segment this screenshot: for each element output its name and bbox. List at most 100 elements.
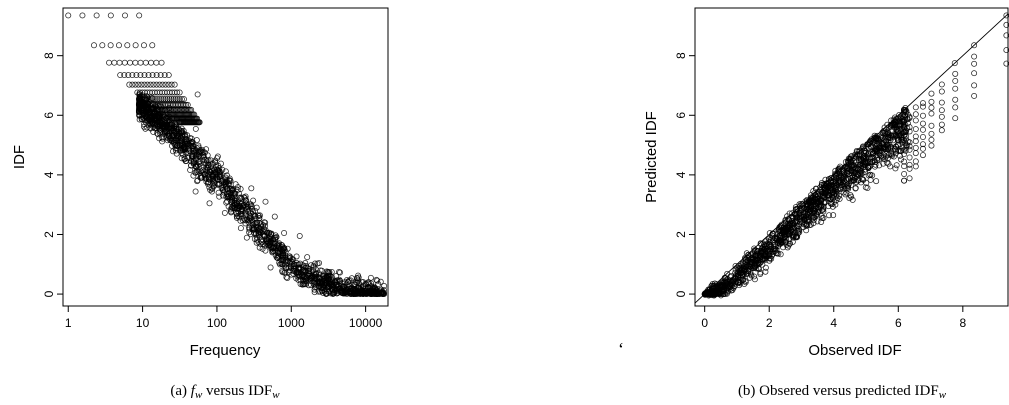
scatter-point — [296, 232, 303, 239]
scatter-point — [229, 187, 236, 194]
scatter-point — [739, 272, 746, 279]
scatter-point — [782, 216, 789, 223]
scatter-point — [919, 141, 926, 148]
scatter-point — [207, 169, 214, 176]
scatter-point — [792, 212, 799, 219]
scatter-point — [892, 132, 899, 139]
scatter-point — [91, 42, 97, 49]
scatter-point — [132, 81, 139, 88]
scatter-point — [794, 205, 801, 212]
scatter-point — [863, 179, 870, 186]
scatter-point — [263, 236, 270, 243]
scatter-point — [297, 270, 304, 277]
scatter-point — [912, 163, 919, 170]
scatter-point — [766, 252, 773, 259]
scatter-point — [894, 141, 901, 148]
scatter-point — [872, 134, 879, 141]
scatter-point — [282, 264, 289, 271]
scatter-point — [938, 99, 945, 106]
scatter-point — [280, 246, 287, 253]
scatter-point — [822, 176, 829, 183]
chart-b-x-axis: 0 2 4 6 8 — [701, 306, 966, 330]
scatter-point — [256, 228, 263, 235]
scatter-point — [184, 132, 191, 139]
scatter-point — [121, 72, 128, 79]
scatter-point — [187, 142, 194, 149]
scatter-point — [262, 198, 269, 205]
scatter-point — [938, 127, 945, 134]
scatter-point — [890, 121, 897, 128]
scatter-point — [773, 236, 780, 243]
chart-a-caption-idf-sub: w — [272, 389, 280, 401]
scatter-point — [99, 42, 106, 49]
scatter-point — [162, 116, 169, 123]
y-tick-label: 6 — [674, 112, 688, 119]
scatter-point — [189, 145, 196, 152]
scatter-point — [355, 272, 362, 279]
scatter-point — [730, 281, 737, 287]
scatter-point — [860, 158, 867, 165]
scatter-point — [168, 124, 175, 131]
scatter-point — [149, 72, 156, 79]
scatter-point — [320, 289, 327, 296]
scatter-point — [808, 194, 815, 201]
scatter-point — [214, 153, 221, 160]
scatter-point — [205, 178, 212, 185]
scatter-point — [765, 236, 772, 242]
scatter-point — [311, 289, 318, 296]
scatter-point — [165, 72, 172, 79]
y-tick-label: 4 — [42, 171, 56, 178]
scatter-point — [182, 146, 189, 153]
scatter-point — [832, 201, 839, 208]
scatter-point — [951, 60, 958, 67]
scatter-point — [219, 184, 226, 191]
scatter-point — [901, 158, 908, 165]
x-tick-label: 1 — [65, 316, 72, 330]
scatter-point — [185, 150, 192, 157]
scatter-point — [107, 42, 114, 49]
scatter-point — [253, 239, 260, 246]
scatter-point — [845, 155, 852, 162]
scatter-point — [348, 284, 355, 291]
scatter-point — [373, 276, 380, 283]
scatter-point — [702, 290, 709, 297]
scatter-point — [111, 59, 118, 66]
x-tick-label: 6 — [895, 316, 902, 330]
scatter-point — [159, 138, 166, 145]
scatter-point — [952, 115, 959, 122]
chart-b-points — [701, 12, 1009, 299]
scatter-point — [867, 138, 874, 145]
scatter-point — [784, 244, 791, 251]
scatter-point — [250, 225, 257, 232]
scatter-point — [906, 115, 913, 121]
scatter-point — [237, 194, 244, 201]
chart-b-plot-frame — [694, 7, 1009, 307]
scatter-point — [316, 275, 323, 282]
scatter-point — [169, 120, 176, 127]
scatter-point — [107, 12, 114, 19]
scatter-point — [162, 96, 169, 103]
scatter-point — [149, 42, 156, 49]
scatter-point — [240, 215, 247, 222]
scatter-point — [906, 154, 913, 161]
y-tick-label: 6 — [42, 112, 56, 119]
scatter-point — [337, 269, 344, 276]
scatter-point — [263, 240, 270, 247]
scatter-point — [314, 260, 321, 267]
scatter-point — [794, 224, 801, 231]
scatter-point — [787, 220, 794, 227]
scatter-point — [893, 147, 899, 154]
scatter-point — [757, 241, 764, 247]
scatter-point — [238, 195, 245, 202]
scatter-point — [132, 42, 139, 49]
scatter-point — [223, 179, 230, 186]
scatter-point — [246, 226, 253, 233]
scatter-point — [854, 152, 861, 159]
scatter-point — [723, 276, 730, 283]
scatter-point — [194, 91, 201, 98]
scatter-point — [334, 283, 341, 290]
scatter-point — [212, 159, 219, 166]
scatter-point — [291, 265, 298, 272]
scatter-point — [280, 256, 287, 263]
scatter-point — [192, 188, 199, 195]
